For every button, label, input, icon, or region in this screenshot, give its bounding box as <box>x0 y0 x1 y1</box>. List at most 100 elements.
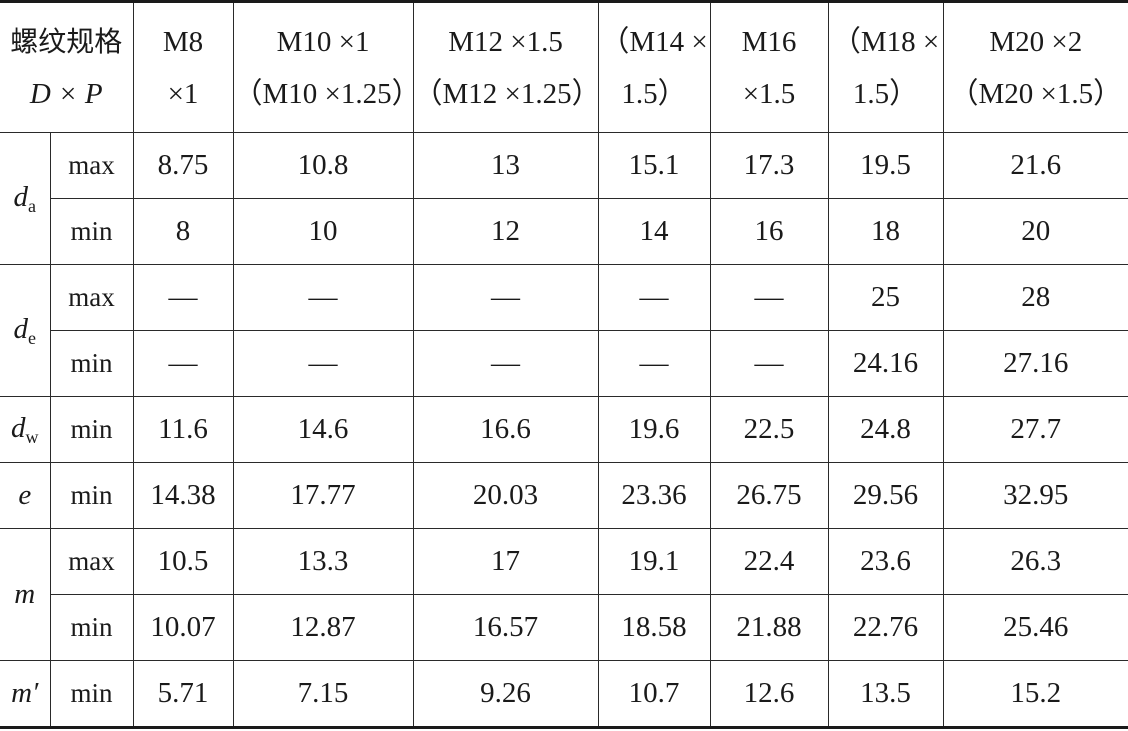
value-cell: 16.6 <box>412 396 599 463</box>
limit-label: max <box>49 528 134 595</box>
value-cell: 19.1 <box>597 528 711 595</box>
value-cell: 12.87 <box>232 594 414 661</box>
symbol-text: m <box>14 578 36 610</box>
column-header-line: M12 ×1.5 <box>448 25 563 58</box>
value-cell: 21.88 <box>709 594 829 661</box>
value-cell: 12 <box>412 198 599 265</box>
limit-label: max <box>49 264 134 331</box>
table-row: min 10.07 12.87 16.57 18.58 21.88 22.76 25.46 <box>0 594 1128 661</box>
table-row: dw min 11.6 14.6 16.6 19.6 22.5 24.8 27.7 <box>0 396 1128 463</box>
value-cell: 16 <box>709 198 829 265</box>
value-cell: 22.76 <box>827 594 944 661</box>
column-header-line: （M14 × <box>600 25 708 58</box>
table-row: min 8 10 12 14 16 18 20 <box>0 198 1128 265</box>
spec-header-cell: 螺纹规格 D × P <box>0 0 134 133</box>
symbol-subscript: a <box>28 195 36 216</box>
value-cell: 14.38 <box>132 462 234 529</box>
value-cell: 12.6 <box>709 660 829 729</box>
parameter-symbol: e <box>0 462 51 529</box>
value-cell: 26.75 <box>709 462 829 529</box>
value-cell: 11.6 <box>132 396 234 463</box>
value-cell: 14.6 <box>232 396 414 463</box>
value-cell: 8 <box>132 198 234 265</box>
table-row: m max 10.5 13.3 17 19.1 22.4 23.6 26.3 <box>0 528 1128 661</box>
spec-label: 螺纹规格 <box>10 24 123 58</box>
value-cell: 13.5 <box>827 660 944 729</box>
value-cell: 9.26 <box>412 660 599 729</box>
limit-label: min <box>50 594 134 661</box>
value-cell: 27.7 <box>942 396 1128 463</box>
column-header: M12 ×1.5 （M12 ×1.25） <box>412 0 601 133</box>
table-row: m′ min 5.71 7.15 9.26 10.7 12.6 13.5 15.2 <box>0 660 1128 729</box>
value-cell: — <box>597 330 711 397</box>
header-row: 螺纹规格 D × P M8 ×1 M10 ×1 （M10 ×1.25） M12 ×1.5… <box>0 0 1128 133</box>
table-row: e min 14.38 17.77 20.03 23.36 26.75 29.56 32.95 <box>0 462 1128 529</box>
column-header-line: （M10 ×1.25） <box>233 77 421 110</box>
column-header: M16 ×1.5 <box>709 0 829 133</box>
value-cell: — <box>132 264 234 331</box>
value-cell: 17.77 <box>232 462 414 529</box>
column-header-line: M20 ×2 <box>989 25 1083 58</box>
parameter-symbol: da <box>0 132 51 265</box>
value-cell: 13.3 <box>232 528 414 595</box>
value-cell: — <box>709 330 829 397</box>
value-cell: 20 <box>942 198 1128 265</box>
column-header: （M18 × 1.5） <box>827 0 944 133</box>
value-cell: 18.58 <box>597 594 711 661</box>
column-header-line: M16 <box>741 25 797 58</box>
symbol-text: e <box>18 479 32 511</box>
value-cell: — <box>597 264 711 331</box>
column-header-line: 1.5） <box>621 77 687 110</box>
value-cell: 20.03 <box>412 462 599 529</box>
value-cell: 25.46 <box>942 594 1128 661</box>
column-header-line: ×1.5 <box>742 77 796 110</box>
limit-label: min <box>49 660 134 729</box>
value-cell: 13 <box>412 132 599 199</box>
value-cell: 21.6 <box>942 132 1128 199</box>
value-cell: 10 <box>232 198 414 265</box>
column-header-line: M10 ×1 <box>276 25 370 58</box>
table-row: de max — — — — —25 28 <box>0 264 1128 397</box>
limit-label: min <box>50 198 134 265</box>
value-cell: — <box>232 330 414 397</box>
spec-symbol: D × P <box>29 77 103 110</box>
value-cell: 17 <box>412 528 599 595</box>
value-cell: 15.1 <box>597 132 711 199</box>
value-cell: 23.36 <box>597 462 711 529</box>
value-cell: 16.57 <box>412 594 599 661</box>
value-cell: 19.6 <box>597 396 711 463</box>
value-cell: 15.2 <box>942 660 1128 729</box>
value-cell: 10.8 <box>232 132 414 199</box>
symbol-text: d <box>11 411 26 444</box>
parameter-symbol: m′ <box>0 660 51 729</box>
value-cell: 25 <box>827 264 944 331</box>
value-cell: 10.07 <box>132 594 234 661</box>
value-cell: 10.7 <box>597 660 711 729</box>
column-header-line: （M20 ×1.5） <box>949 77 1123 110</box>
limit-label: max <box>49 132 134 199</box>
value-cell: — <box>232 264 414 331</box>
column-header-line: ×1 <box>167 77 199 110</box>
value-cell: 14 <box>597 198 711 265</box>
value-cell: 17.3 <box>709 132 829 199</box>
value-cell: 10.5 <box>132 528 234 595</box>
value-cell: 23.6 <box>827 528 944 595</box>
limit-label: min <box>49 396 134 463</box>
value-cell: — <box>709 264 829 331</box>
value-cell: 22.5 <box>709 396 829 463</box>
table-row: min — — — — —24.16 27.16 <box>0 330 1128 397</box>
column-header-line: M8 <box>162 25 204 58</box>
value-cell: 19.5 <box>827 132 944 199</box>
column-header: （M14 × 1.5） <box>597 0 711 133</box>
limit-label: min <box>50 330 134 397</box>
symbol-text: m′ <box>11 677 39 709</box>
column-header: M10 ×1 （M10 ×1.25） <box>232 0 421 133</box>
value-cell: 28 <box>942 264 1128 331</box>
value-cell: — <box>132 330 234 397</box>
parameter-symbol: dw <box>0 396 51 463</box>
value-cell: 26.3 <box>942 528 1128 595</box>
value-cell: 22.4 <box>709 528 829 595</box>
column-header: M8 ×1 <box>132 0 234 133</box>
value-cell: 8.75 <box>132 132 234 199</box>
